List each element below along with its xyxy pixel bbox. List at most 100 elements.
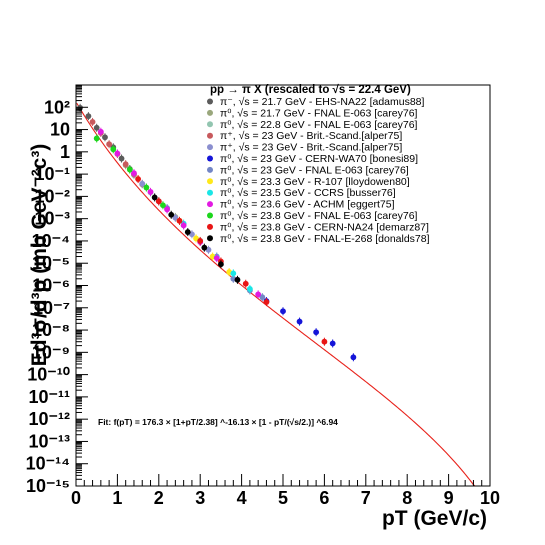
y-tick-label: 10⁻¹⁴: [26, 454, 70, 474]
y-axis-title: Ed³σ/d³p (mb GeV⁻²c³): [28, 144, 51, 367]
data-point: [263, 299, 270, 305]
data-point: [201, 244, 208, 251]
y-tick-label: 10⁻⁷: [33, 298, 70, 318]
legend-marker: [207, 155, 213, 162]
legend-entry: π⁰, √s = 21.7 GeV - FNAL E-063 [carey76]: [220, 107, 418, 119]
y-tick-label: 10⁻¹⁵: [26, 476, 70, 496]
x-tick-label: 7: [361, 488, 371, 508]
fit-formula: Fit: f(pT) = 176.3 × [1+pT/2.38] ^-16.13…: [98, 417, 338, 427]
y-tick-label: 10⁻¹³: [28, 431, 70, 451]
data-point: [131, 170, 137, 177]
legend-marker: [207, 201, 213, 208]
fit-curve: [76, 102, 476, 487]
x-tick-label: 3: [195, 488, 205, 508]
data-point: [218, 261, 224, 268]
data-point: [329, 340, 336, 347]
y-tick-label: 10⁻³: [34, 209, 70, 229]
data-point: [259, 294, 266, 301]
legend-entry: π⁰, √s = 23.8 GeV - CERN-NA24 [demarz87]: [220, 221, 429, 233]
fit-curve-layer: [76, 102, 476, 487]
data-point: [147, 188, 154, 195]
legend-entry: π⁰, √s = 23.3 GeV - R-107 [lloydowen80]: [220, 176, 410, 188]
tick-layer: 0 1 2 3 4 5 6 7 8 9 1010⁻¹⁵10⁻¹⁴10⁻¹³10⁻¹²10⁻¹¹10⁻…: [26, 85, 500, 508]
x-tick-label: 6: [319, 488, 329, 508]
data-point: [155, 198, 162, 205]
data-point: [102, 134, 108, 141]
data-point: [321, 338, 328, 345]
data-point: [139, 180, 146, 187]
legend-marker: [207, 223, 213, 230]
data-point: [126, 166, 133, 173]
data-point: [242, 280, 249, 287]
legend-marker: [207, 121, 213, 128]
data-point: [213, 255, 220, 261]
legend-marker: [207, 212, 213, 219]
data-point: [313, 329, 320, 336]
data-point: [93, 135, 100, 142]
legend-marker: [207, 109, 213, 116]
legend-entry: π⁺, √s = 23 GeV - Brit.-Scand.[alper75]: [220, 130, 402, 142]
data-point: [97, 128, 104, 135]
data-point: [234, 276, 241, 283]
data-point: [164, 206, 170, 213]
data-point: [114, 150, 121, 157]
legend-entry: π⁻, √s = 21.7 GeV - EHS-NA22 [adamus88]: [220, 96, 425, 108]
data-point: [180, 222, 187, 229]
y-tick-label: 10⁻¹²: [28, 409, 70, 429]
data-point: [85, 113, 92, 120]
legend-marker: [207, 98, 213, 105]
y-tick-label: 10: [50, 120, 70, 140]
x-tick-label: 4: [237, 488, 247, 508]
data-point: [172, 214, 179, 221]
data-point: [151, 194, 158, 201]
y-tick-label: 1: [60, 142, 70, 162]
data-point: [255, 291, 262, 298]
y-tick-label: 10²: [44, 97, 70, 117]
data-point: [110, 146, 117, 153]
x-tick-label: 0: [71, 488, 81, 508]
data-point: [246, 286, 253, 292]
data-point: [280, 308, 286, 315]
data-point: [197, 238, 204, 244]
legend-marker: [207, 235, 213, 242]
y-tick-label: 10⁻⁵: [32, 253, 70, 273]
data-point: [143, 184, 150, 191]
data-point: [168, 211, 175, 218]
legend-entry: π⁰, √s = 23.6 GeV - ACHM [eggert75]: [220, 199, 395, 211]
data-point: [135, 176, 142, 182]
x-tick-label: 2: [154, 488, 164, 508]
y-tick-label: 10⁻⁸: [32, 320, 70, 340]
series-12: [151, 193, 241, 284]
data-points-layer: [77, 103, 357, 362]
legend-marker: [207, 166, 213, 173]
legend-marker: [207, 132, 213, 139]
data-point: [184, 229, 191, 235]
y-tick-label: 10⁻²: [34, 186, 70, 206]
y-tick-label: 10⁻¹¹: [28, 387, 70, 407]
y-tick-label: 10⁻⁹: [32, 342, 70, 362]
x-tick-label: 1: [112, 488, 122, 508]
data-point: [160, 202, 166, 209]
x-tick-label: 10: [480, 488, 500, 508]
y-tick-label: 10⁻⁴: [32, 231, 70, 251]
data-point: [193, 235, 199, 242]
legend-marker: [207, 178, 213, 185]
y-tick-label: 10⁻⁶: [32, 276, 70, 296]
legend: π⁻, √s = 21.7 GeV - EHS-NA22 [adamus88]π…: [207, 96, 430, 245]
legend-entry: π⁰, √s = 22.8 GeV - FNAL E-063 [carey76]: [220, 119, 418, 131]
y-tick-label: 10⁻¹: [34, 164, 70, 184]
data-point: [296, 318, 303, 325]
legend-entry: π⁺, √s = 23 GeV - Brit.-Scand.[alper75]: [220, 142, 402, 154]
data-point: [176, 217, 183, 224]
data-point: [89, 119, 96, 125]
x-tick-label: 9: [444, 488, 454, 508]
legend-entry: π⁰, √s = 23.5 GeV - CCRS [busser76]: [220, 187, 396, 199]
legend-entry: π⁰, √s = 23.8 GeV - FNAL E-063 [carey76]: [220, 210, 418, 222]
legend-title: pp → π X (rescaled to √s = 22.4 GeV): [210, 83, 411, 96]
data-point: [93, 124, 100, 131]
data-point: [230, 270, 237, 277]
legend-marker: [207, 189, 213, 196]
y-tick-label: 10⁻¹⁰: [27, 365, 70, 385]
